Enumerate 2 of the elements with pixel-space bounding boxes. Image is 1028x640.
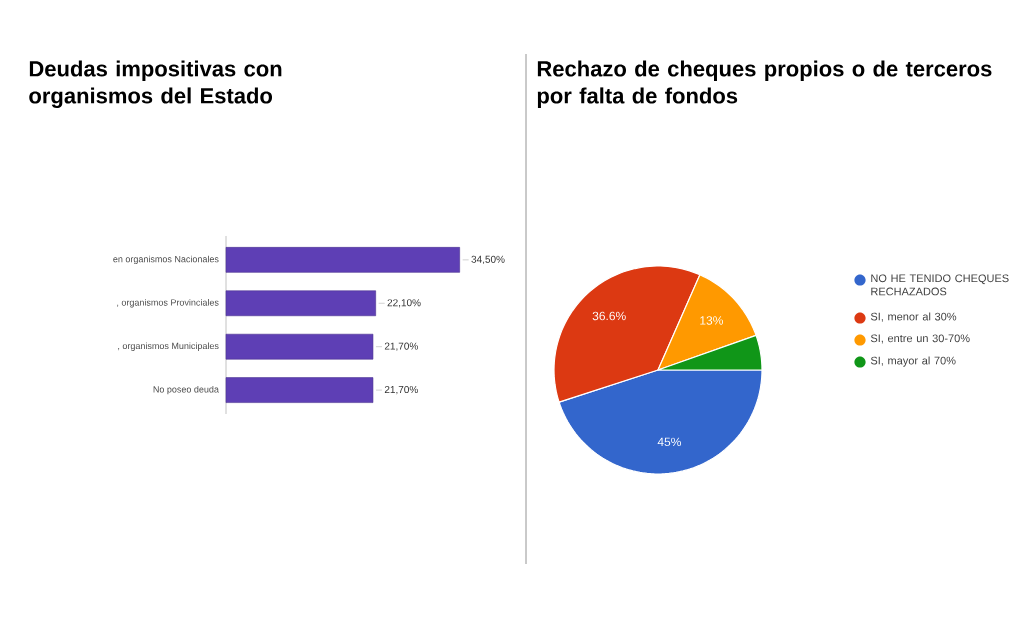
chart-title: Deudas impositivas con organismos del Estado [29,60,282,109]
chart-title: Rechazo de cheques propios o de terceros por falta de fondos [537,60,992,108]
